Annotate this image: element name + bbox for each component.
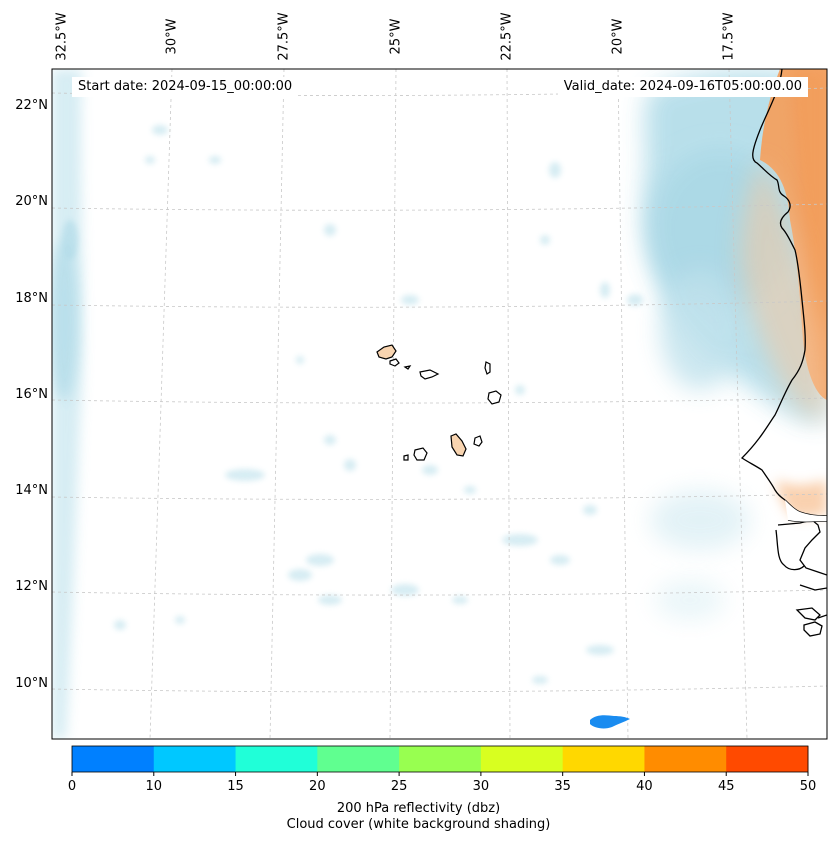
gambia-river <box>785 500 827 522</box>
colorbar-swatch <box>562 746 645 772</box>
colorbar-swatch <box>399 746 482 772</box>
island-boa-vista <box>487 390 502 405</box>
colorbar-tick-label: 40 <box>636 779 653 794</box>
island-fogo <box>413 447 428 461</box>
start-date-label: Start date: 2024-09-15_00:00:00 <box>72 77 299 97</box>
colorbar-tick-label: 10 <box>145 779 163 794</box>
colorbar-swatch <box>72 746 155 772</box>
colorbar-label-cloud-cover: Cloud cover (white background shading) <box>286 817 551 832</box>
island-brava <box>403 454 409 461</box>
lat-label-12n: 12°N <box>15 579 48 594</box>
lat-label-20n: 20°N <box>15 194 48 209</box>
colorbar-tick-label: 30 <box>472 779 490 794</box>
island-santiago <box>450 433 467 457</box>
colorbar-swatch <box>153 746 237 772</box>
lon-label-30w: 30°W <box>164 18 180 55</box>
lon-label-27-5w: 27.5°W <box>276 12 292 61</box>
land-shading <box>740 69 827 518</box>
island-sao-nicolau <box>419 369 440 380</box>
colorbar-tick-label: 15 <box>227 779 244 794</box>
island-santa-luzia <box>403 365 412 370</box>
lat-label-10n: 10°N <box>15 676 48 691</box>
lat-label-14n: 14°N <box>15 483 48 498</box>
colorbar-tick-label: 0 <box>67 779 77 794</box>
lat-label-18n: 18°N <box>15 291 48 306</box>
island-santo-antao <box>376 344 397 360</box>
island-sal <box>484 361 491 375</box>
map-frame <box>51 68 828 740</box>
cape-verde-islands <box>376 344 502 461</box>
island-sao-vicente <box>389 358 400 367</box>
colorbar-swatch <box>644 746 727 772</box>
lon-label-20w: 20°W <box>610 18 626 55</box>
lon-label-25w: 25°W <box>388 18 404 55</box>
colorbar-tick-label: 50 <box>799 779 817 794</box>
colorbar-label-reflectivity: 200 hPa reflectivity (dbz) <box>336 801 501 816</box>
colorbar-swatch <box>235 746 318 772</box>
lon-label-22-5w: 22.5°W <box>499 12 515 61</box>
colorbar-swatch <box>480 746 564 772</box>
valid-date-label: Valid_date: 2024-09-16T05:00:00.00 <box>557 77 808 97</box>
lon-label-17-5w: 17.5°W <box>721 12 737 61</box>
colorbar-swatch <box>726 746 809 772</box>
lon-label-32-5w: 32.5°W <box>54 12 70 61</box>
colorbar-tick-label: 20 <box>309 779 326 794</box>
colorbar-tick-label: 45 <box>717 779 735 794</box>
colorbar-tick-label: 35 <box>554 779 571 794</box>
reflectivity-echo <box>590 715 630 729</box>
island-maio <box>473 435 483 447</box>
colorbar-tick-label: 25 <box>390 779 408 794</box>
colorbar <box>71 745 809 776</box>
colorbar-swatch <box>317 746 400 772</box>
lat-label-16n: 16°N <box>15 387 48 402</box>
lat-label-22n: 22°N <box>15 98 48 113</box>
